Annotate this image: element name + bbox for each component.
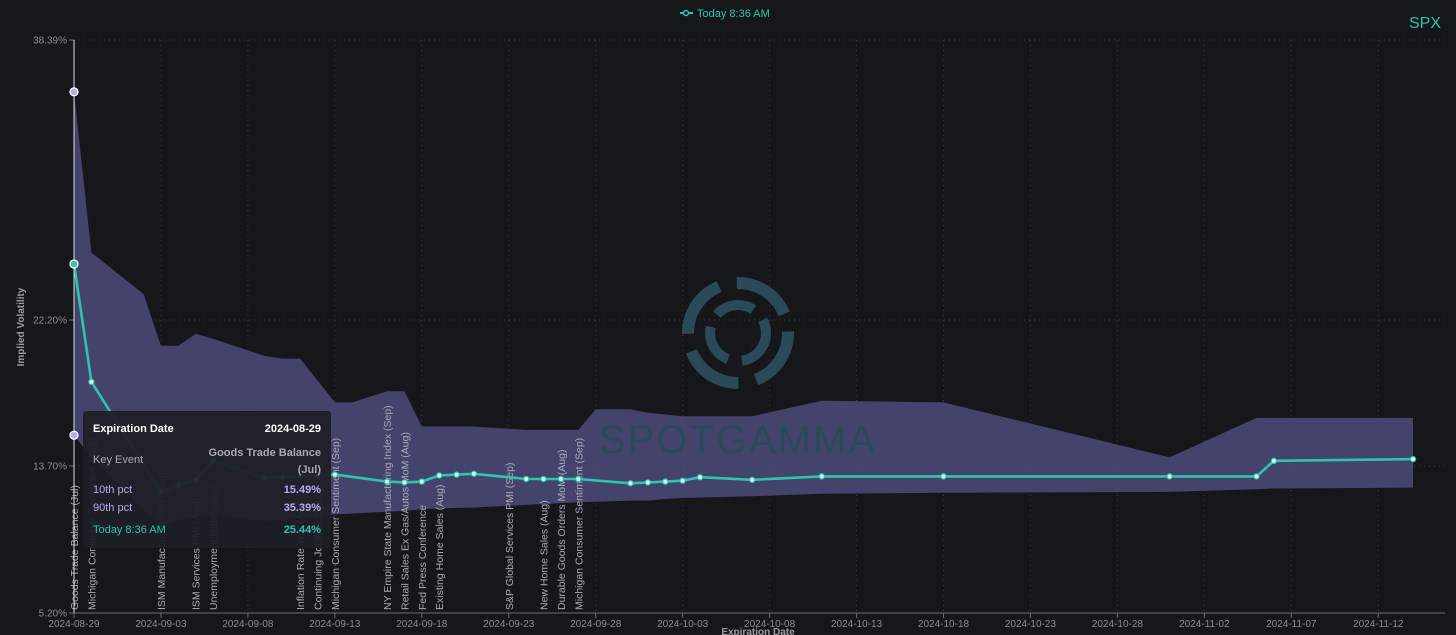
tooltip: Expiration Date 2024-08-29 Key Event Goo… [83,411,331,548]
x-tick-label: 2024-09-23 [483,619,535,630]
today-point [696,474,704,481]
event-label: Michigan Consumer Sentiment (Sep) [330,438,342,610]
today-point [644,479,652,486]
event-label: Goods Trade Balance (Jul) [69,485,81,610]
x-tick-label: 2024-10-18 [918,619,970,630]
x-tick-label: 2024-09-28 [570,619,622,630]
event-label: Retail Sales Ex Gas/Autos MoM (Aug) [399,432,411,610]
y-tick-label: 38.39% [33,36,67,47]
today-marker [69,259,79,269]
tooltip-today-label: Today 8:36 AM [93,524,166,536]
x-tick-label: 2024-10-08 [744,619,796,630]
p10-marker [69,430,79,440]
y-tick-label: 22.20% [33,316,67,327]
legend[interactable]: Today 8:36 AM [680,8,770,20]
legend-marker [682,9,690,17]
tooltip-key-event-line2: (Jul) [297,464,321,476]
tooltip-p90-value: 35.39% [283,502,321,514]
today-point [662,478,669,485]
watermark-text: SPOTGAMMA [599,418,877,462]
today-point [383,478,391,485]
today-point [557,475,565,483]
today-point [401,479,408,486]
today-point [818,473,825,480]
x-tick-label: 2024-11-07 [1266,619,1317,630]
tooltip-date: 2024-08-29 [264,423,321,435]
x-tick-label: 2024-11-12 [1353,619,1404,630]
y-axis-title: Implied Volatility [16,287,27,366]
y-tick-label: 13.70% [33,462,67,473]
tooltip-key-event-line1: Goods Trade Balance [208,447,321,459]
today-point [418,478,425,485]
legend-label: Today 8:36 AM [697,8,770,20]
tooltip-title: Expiration Date [93,423,174,435]
today-point [540,475,547,483]
event-label: Michigan Consumer Sentiment (Sep) [573,438,585,610]
x-tick-label: 2024-09-08 [222,619,274,630]
tooltip-key-event-value: Goods Trade Balance (Jul) [209,445,321,479]
axes: 38.39%22.20%13.70%5.20%2024-08-29 2024-09… [33,36,1445,630]
x-tick-label: 2024-11-02 [1179,619,1230,630]
tooltip-p10-label: 10th pct [93,484,133,496]
percentile-band [74,91,1413,527]
event-label: Existing Home Sales (Aug) [434,485,446,610]
today-point [749,476,756,484]
event-label: Fed Press Conference [417,505,429,610]
x-axis-title: Expiration Date [721,627,795,635]
x-tick-label: 2024-08-29 [48,619,100,630]
event-label: S&P Global Services PMI (Sep) [504,463,516,610]
today-point [470,470,478,477]
event-label: Durable Goods Orders MoM (Aug) [556,450,568,610]
today-point [1253,473,1260,480]
today-point [88,378,95,386]
today-point [575,475,582,483]
today-point [679,477,686,484]
today-point [940,473,947,480]
event-label: New Home Sales (Aug) [539,500,551,610]
tooltip-p10-value: 15.49% [283,484,321,496]
today-point [522,475,530,483]
today-point [1270,457,1278,465]
event-label: NY Empire State Manufacturing Index (Sep… [382,405,394,610]
y-tick-label: 5.20% [39,609,67,620]
watermark: SPOTGAMMA [599,277,877,462]
x-tick-label: 2024-10-03 [657,619,709,630]
today-point [1166,473,1173,480]
symbol-label: SPX [1409,15,1441,32]
tooltip-today-value: 25.44% [283,524,321,536]
spotgamma-logo-icon [682,277,794,389]
x-tick-label: 2024-10-23 [1005,619,1057,630]
x-tick-label: 2024-09-03 [135,619,187,630]
x-tick-label: 2024-09-18 [396,619,448,630]
p90-marker [69,87,79,97]
x-tick-label: 2024-10-28 [1092,619,1144,630]
tooltip-p90-label: 90th pct [93,502,133,514]
tooltip-key-event-label: Key Event [93,454,144,466]
today-point [435,472,443,479]
x-tick-label: 2024-09-13 [309,619,361,630]
today-point [453,471,460,478]
band-area [74,91,1413,527]
hover-markers [69,87,79,440]
today-point [1409,455,1417,463]
today-point [627,480,634,487]
x-tick-label: 2024-10-13 [831,619,883,630]
today-point [331,471,339,478]
